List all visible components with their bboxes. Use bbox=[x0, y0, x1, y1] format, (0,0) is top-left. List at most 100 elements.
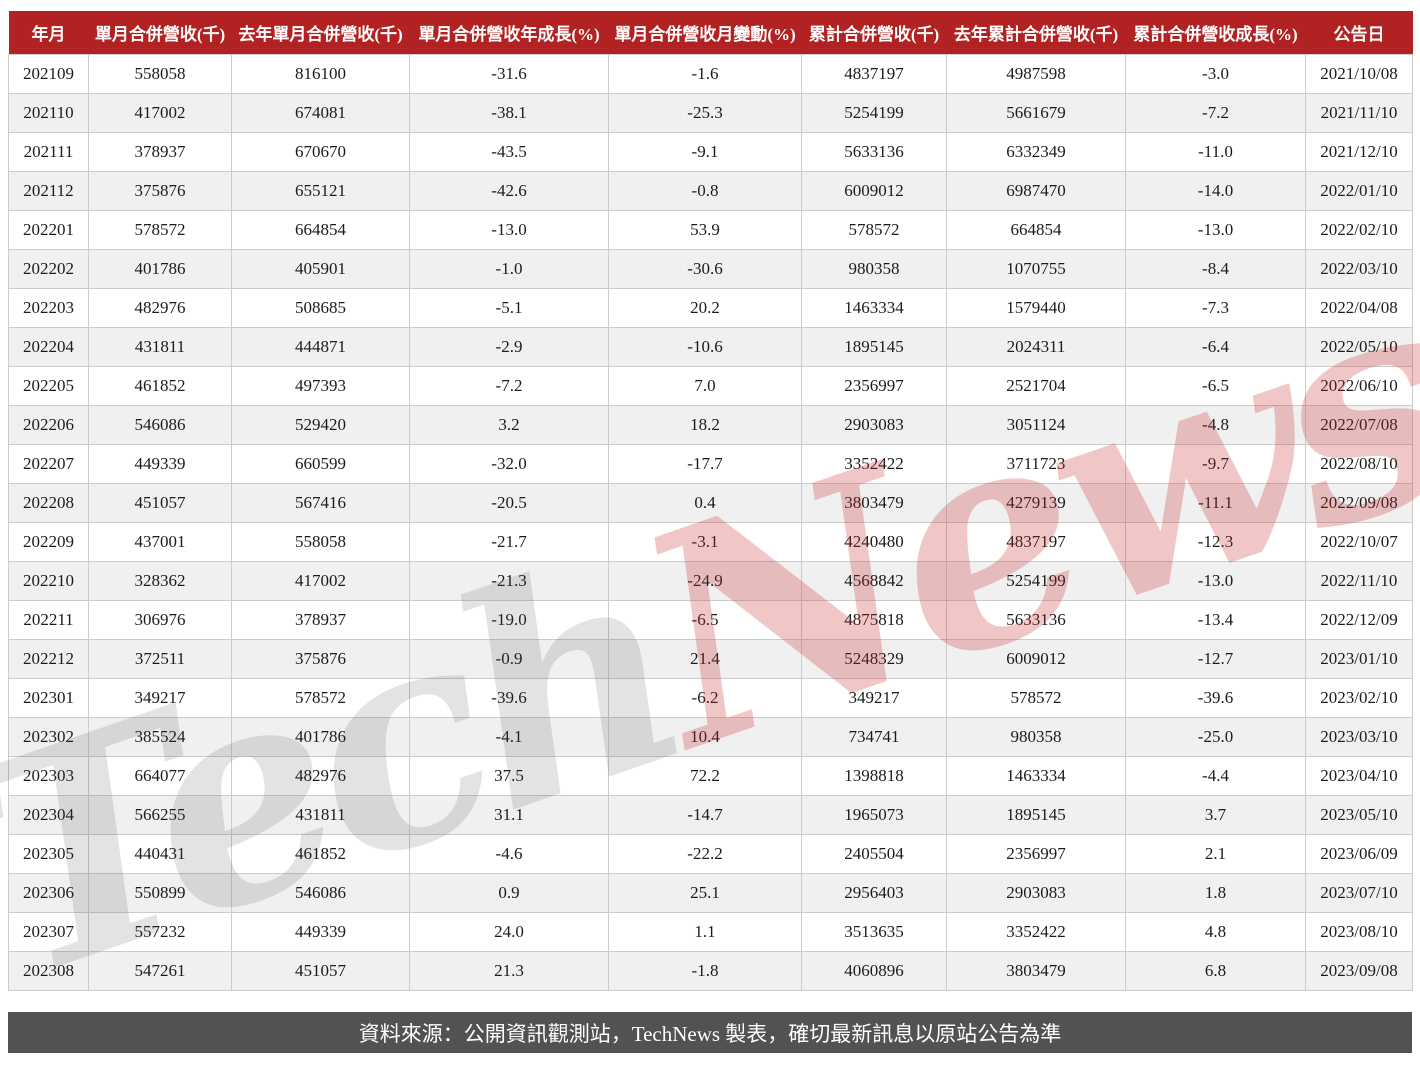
table-cell: 417002 bbox=[88, 93, 232, 133]
table-cell: 202112 bbox=[8, 171, 89, 211]
table-cell: 3803479 bbox=[946, 951, 1126, 991]
table-row: 202305 440431 461852 -4.6 -22.2 2405504 235699… bbox=[8, 834, 1413, 874]
table-cell: -19.0 bbox=[409, 600, 609, 640]
table-cell: 2521704 bbox=[946, 366, 1126, 406]
table-cell: -31.6 bbox=[409, 54, 609, 94]
table-cell: 349217 bbox=[88, 678, 232, 718]
table-cell: 550899 bbox=[88, 873, 232, 913]
table-cell: 202305 bbox=[8, 834, 89, 874]
table-cell: -32.0 bbox=[409, 444, 609, 484]
table-cell: -4.8 bbox=[1125, 405, 1306, 445]
table-cell: -12.3 bbox=[1125, 522, 1306, 562]
table-cell: 461852 bbox=[88, 366, 232, 406]
table-cell: 31.1 bbox=[409, 795, 609, 835]
table-cell: 4060896 bbox=[801, 951, 947, 991]
table-cell: 306976 bbox=[88, 600, 232, 640]
table-cell: 202209 bbox=[8, 522, 89, 562]
table-row: 202203 482976 508685 -5.1 20.2 1463334 1579440… bbox=[8, 288, 1413, 328]
table-row: 202205 461852 497393 -7.2 7.0 2356997 2521704-… bbox=[8, 366, 1413, 406]
table-cell: 2022/02/10 bbox=[1305, 210, 1413, 250]
table-cell: 2023/08/10 bbox=[1305, 912, 1413, 952]
table-cell: 6987470 bbox=[946, 171, 1126, 211]
table-cell: 497393 bbox=[231, 366, 410, 406]
table-cell: -12.7 bbox=[1125, 639, 1306, 679]
table-cell: 202303 bbox=[8, 756, 89, 796]
table-cell: 557232 bbox=[88, 912, 232, 952]
table-cell: 4875818 bbox=[801, 600, 947, 640]
table-row: 202308 547261 451057 21.3 -1.8 4060896 3803479… bbox=[8, 951, 1413, 991]
table-cell: 24.0 bbox=[409, 912, 609, 952]
table-cell: -0.8 bbox=[608, 171, 802, 211]
table-cell: 2021/12/10 bbox=[1305, 132, 1413, 172]
table-cell: -9.1 bbox=[608, 132, 802, 172]
table-cell: 1.8 bbox=[1125, 873, 1306, 913]
table-row: 202110 417002 674081 -38.1 -25.3 5254199 56616… bbox=[8, 93, 1413, 133]
table-cell: 4.8 bbox=[1125, 912, 1306, 952]
table-cell: 5633136 bbox=[801, 132, 947, 172]
table-cell: -13.0 bbox=[409, 210, 609, 250]
table-cell: 816100 bbox=[231, 54, 410, 94]
table-cell: 1070755 bbox=[946, 249, 1126, 289]
table-row: 202212 372511 375876 -0.9 21.4 5248329 6009012… bbox=[8, 639, 1413, 679]
table-cell: 437001 bbox=[88, 522, 232, 562]
table-cell: 378937 bbox=[231, 600, 410, 640]
table-cell: 2023/06/09 bbox=[1305, 834, 1413, 874]
table-row: 202112 375876 655121 -42.6 -0.8 6009012 698747… bbox=[8, 171, 1413, 211]
table-cell: 546086 bbox=[88, 405, 232, 445]
table-cell: 72.2 bbox=[608, 756, 802, 796]
table-cell: 202210 bbox=[8, 561, 89, 601]
table-cell: 5633136 bbox=[946, 600, 1126, 640]
table-row: 202201 578572 664854 -13.0 53.9 578572 664854-… bbox=[8, 210, 1413, 250]
table-cell: 18.2 bbox=[608, 405, 802, 445]
table-cell: -6.5 bbox=[608, 600, 802, 640]
table-cell: -13.0 bbox=[1125, 210, 1306, 250]
table-cell: 2022/12/09 bbox=[1305, 600, 1413, 640]
table-cell: 401786 bbox=[88, 249, 232, 289]
table-cell: 4837197 bbox=[801, 54, 947, 94]
table-cell: 734741 bbox=[801, 717, 947, 757]
table-cell: -9.7 bbox=[1125, 444, 1306, 484]
table-cell: 2023/01/10 bbox=[1305, 639, 1413, 679]
table-cell: 2023/07/10 bbox=[1305, 873, 1413, 913]
table-cell: 4279139 bbox=[946, 483, 1126, 523]
table-cell: 578572 bbox=[231, 678, 410, 718]
table-row: 202207 449339 660599 -32.0 -17.7 3352422 37117… bbox=[8, 444, 1413, 484]
column-header: 單月合併營收(千) bbox=[88, 11, 232, 55]
table-cell: 7.0 bbox=[608, 366, 802, 406]
table-cell: 449339 bbox=[231, 912, 410, 952]
table-body: 202109 558058 816100 -31.6 -1.6 4837197 498759… bbox=[8, 54, 1413, 991]
table-cell: 674081 bbox=[231, 93, 410, 133]
table-cell: 655121 bbox=[231, 171, 410, 211]
table-cell: -3.0 bbox=[1125, 54, 1306, 94]
table-cell: 202205 bbox=[8, 366, 89, 406]
table-cell: 440431 bbox=[88, 834, 232, 874]
table-row: 202209 437001 558058 -21.7 -3.1 4240480 483719… bbox=[8, 522, 1413, 562]
table-cell: -14.7 bbox=[608, 795, 802, 835]
table-cell: 202203 bbox=[8, 288, 89, 328]
table-cell: 2022/06/10 bbox=[1305, 366, 1413, 406]
table-cell: 1398818 bbox=[801, 756, 947, 796]
table-row: 202210 328362 417002 -21.3 -24.9 4568842 52541… bbox=[8, 561, 1413, 601]
table-row: 202206 546086 529420 3.2 18.2 2903083 3051124-… bbox=[8, 405, 1413, 445]
table-cell: -20.5 bbox=[409, 483, 609, 523]
table-cell: 2022/10/07 bbox=[1305, 522, 1413, 562]
table-cell: 2022/01/10 bbox=[1305, 171, 1413, 211]
table-cell: 2023/09/08 bbox=[1305, 951, 1413, 991]
table-cell: -39.6 bbox=[409, 678, 609, 718]
table-cell: 578572 bbox=[88, 210, 232, 250]
table-cell: -21.7 bbox=[409, 522, 609, 562]
table-cell: 451057 bbox=[88, 483, 232, 523]
table-cell: 378937 bbox=[88, 132, 232, 172]
table-row: 202111 378937 670670 -43.5 -9.1 5633136 633234… bbox=[8, 132, 1413, 172]
table-row: 202306 550899 546086 0.9 25.1 2956403 2903083 1… bbox=[8, 873, 1413, 913]
table-row: 202208 451057 567416 -20.5 0.4 3803479 4279139… bbox=[8, 483, 1413, 523]
table-cell: 2903083 bbox=[801, 405, 947, 445]
table-cell: 2022/09/08 bbox=[1305, 483, 1413, 523]
column-header: 累計合併營收成長(%) bbox=[1125, 11, 1306, 55]
table-row: 202202 401786 405901 -1.0 -30.6 980358 1070755… bbox=[8, 249, 1413, 289]
table-cell: 6009012 bbox=[946, 639, 1126, 679]
table-row: 202109 558058 816100 -31.6 -1.6 4837197 498759… bbox=[8, 54, 1413, 94]
table-cell: 53.9 bbox=[608, 210, 802, 250]
table-cell: 3051124 bbox=[946, 405, 1126, 445]
table-cell: 567416 bbox=[231, 483, 410, 523]
